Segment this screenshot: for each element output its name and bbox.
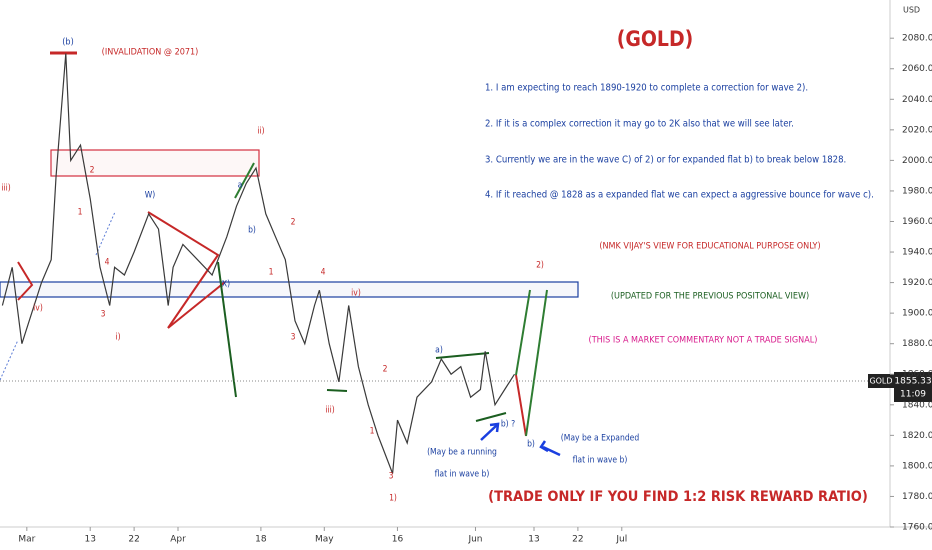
annotation: 4 [105, 258, 110, 268]
annotation: (UPDATED FOR THE PREVIOUS POSITONAL VIEW… [611, 292, 809, 302]
annotation: 3 [291, 333, 296, 343]
x-tick-label: 18 [255, 535, 267, 545]
price-line [1, 53, 516, 474]
triangle [147, 211, 220, 329]
y-tick-label: 1960.00 [902, 217, 932, 227]
channel-line [435, 352, 490, 359]
y-tick-label: 2040.00 [902, 95, 932, 105]
y-tick-label: 1940.00 [902, 248, 932, 258]
arrow [480, 424, 498, 441]
forecast-line [515, 374, 527, 437]
annotation: a [238, 181, 243, 191]
x-tick-label: 22 [128, 535, 139, 545]
annotation: (May be a running [427, 448, 497, 458]
annotation: 2 [291, 218, 296, 228]
annotation: ii) [257, 127, 264, 137]
annotation: 1. I am expecting to reach 1890-1920 to … [485, 83, 808, 94]
annotation: (INVALIDATION @ 2071) [102, 48, 199, 58]
x-tick-label: Jul [615, 535, 627, 545]
annotation: 1 [370, 427, 375, 437]
x-tick-label: 16 [392, 535, 404, 545]
annotation: (b) [62, 38, 73, 48]
annotation: 4 [321, 268, 326, 278]
annotation: (TRADE ONLY IF YOU FIND 1:2 RISK REWARD … [488, 489, 868, 505]
symbol-tag [868, 374, 894, 388]
annotation: 2 [383, 365, 388, 375]
annotation: flat in wave b) [435, 470, 490, 480]
annotation: iv) [351, 289, 361, 299]
x-tick-label: May [315, 535, 334, 545]
currency: USD [903, 6, 920, 15]
forecast-line [525, 289, 548, 437]
y-tick-label: 1820.00 [902, 431, 932, 441]
annotation: (NMK VIJAY'S VIEW FOR EDUCATIONAL PURPOS… [599, 242, 820, 252]
annotation: flat in wave b) [573, 456, 628, 466]
forecast-line [515, 289, 531, 376]
last-price: 1855.33 [894, 377, 931, 387]
annotation: a) [435, 346, 443, 356]
annotation: X) [222, 280, 230, 290]
drawings [0, 51, 579, 457]
triangle [167, 281, 226, 329]
annotation: b) [248, 226, 256, 236]
y-tick-label: 1900.00 [902, 309, 932, 319]
annotation: 2) [536, 261, 544, 271]
annotation: i) [115, 333, 120, 343]
annotation: iii) [1, 184, 10, 194]
symbol-label: GOLD [869, 377, 892, 386]
x-tick-label: Jun [467, 535, 482, 545]
y-tick-label: 2080.00 [902, 34, 932, 44]
y-tick-label: 1980.00 [902, 186, 932, 196]
arrow [539, 440, 549, 453]
y-tick-label: 1860.00 [902, 370, 932, 380]
annotation: 4. If it reached @ 1828 as a expanded fl… [485, 190, 874, 201]
annotation: 3. Currently we are in the wave C) of 2)… [485, 155, 846, 166]
forecast-line [217, 261, 237, 398]
y-tick-label: 1840.00 [902, 400, 932, 410]
x-tick-label: Apr [170, 535, 186, 545]
y-tick-label: 1920.00 [902, 278, 932, 288]
annotation: 2 [90, 166, 95, 176]
y-tick-label: 2000.00 [902, 156, 932, 166]
forecast-line [326, 389, 348, 392]
annotation: 1 [78, 208, 83, 218]
y-tick-label: 1800.00 [902, 461, 932, 471]
channel-line [475, 412, 507, 422]
annotation: 2. If it is a complex correction it may … [485, 119, 794, 130]
y-tick-label: 1880.00 [902, 339, 932, 349]
annotation: (THIS IS A MARKET COMMENTARY NOT A TRADE… [589, 336, 818, 346]
annotation: 3 [389, 472, 394, 482]
x-tick-label: 13 [528, 535, 539, 545]
annotation: (May be a Expanded [561, 434, 640, 444]
annotation: W) [145, 191, 156, 201]
countdown: 11:09 [900, 390, 926, 400]
annotation: b) ? [501, 420, 515, 430]
triangle [17, 261, 34, 301]
annotation: 1) [389, 494, 397, 504]
x-tick-label: 22 [572, 535, 583, 545]
y-tick-label: 2060.00 [902, 64, 932, 74]
y-tick-label: 1760.00 [902, 523, 932, 533]
annotation: (GOLD) [617, 27, 694, 51]
y-tick-label: 1780.00 [902, 492, 932, 502]
price-tag [894, 372, 932, 402]
annotation: iv) [33, 304, 43, 314]
y-tick-label: 2020.00 [902, 125, 932, 135]
arrow [489, 422, 500, 433]
forecast-line [234, 162, 255, 199]
annotation: 1 [269, 268, 274, 278]
annotation: b) [527, 440, 535, 450]
trend-line [0, 339, 19, 381]
x-tick-label: 13 [84, 535, 95, 545]
x-tick-label: Mar [18, 535, 35, 545]
annotation: 3 [101, 310, 106, 320]
annotation: iii) [325, 406, 334, 416]
